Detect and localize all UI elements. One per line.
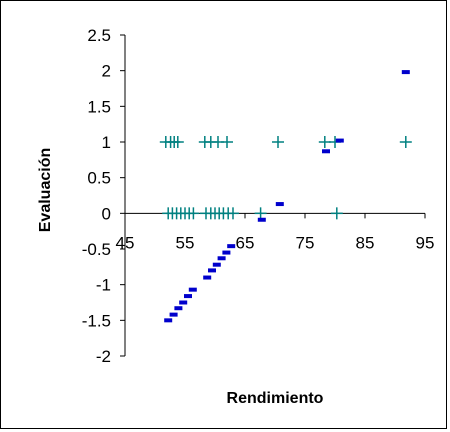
data-point-plus: [272, 136, 284, 148]
y-axis-title: Evaluación: [37, 148, 54, 232]
x-tick-label: 45: [116, 233, 135, 252]
data-point-plus: [318, 136, 331, 148]
y-tick-label: 0: [102, 204, 111, 223]
data-point-dash: [322, 149, 330, 154]
tick-labels: -2 -1.5 -1 -0.5 0 0.5 1 1.5 2 2.5 45 55 65 75 85 95: [82, 26, 435, 366]
x-tick-label: 85: [356, 233, 375, 252]
data-point-dash: [169, 312, 178, 317]
y-tick-label: -0.5: [82, 240, 111, 259]
data-point-dash: [184, 294, 192, 299]
y-tick-label: 1: [102, 133, 111, 152]
data-point-dash: [208, 268, 216, 273]
data-point-dash: [227, 244, 236, 249]
x-tick-label: 65: [236, 233, 255, 252]
data-point-plus: [399, 136, 412, 148]
data-point-dash: [203, 275, 212, 280]
y-tick-label: 1.5: [87, 97, 111, 116]
y-tick-label: 2: [102, 62, 111, 81]
axes: [120, 34, 426, 357]
x-tick-label: 75: [296, 233, 315, 252]
x-tick-label: 95: [416, 233, 435, 252]
data-point-dash: [275, 202, 284, 207]
data-point-dash: [401, 70, 410, 75]
data-point-dash: [217, 256, 226, 261]
data-point-dash: [174, 306, 183, 311]
y-tick-label: -2: [96, 347, 111, 366]
y-tick-label: 2.5: [87, 26, 111, 45]
data-point-dash: [212, 262, 221, 267]
data-point-plus: [171, 136, 184, 148]
data-point-dash: [179, 300, 188, 305]
y-tick-label: 0.5: [87, 169, 111, 188]
data-point-dash: [164, 318, 173, 323]
x-tick-label: 55: [176, 233, 195, 252]
x-axis-title: Rendimiento: [227, 390, 324, 407]
y-tick-label: -1: [96, 276, 111, 295]
data-marks: [159, 70, 412, 323]
data-point-dash: [222, 250, 231, 255]
y-tick-label: -1.5: [82, 311, 111, 330]
data-point-dash: [335, 138, 344, 143]
data-point-plus: [330, 207, 343, 220]
data-point-plus: [221, 136, 233, 148]
data-point-dash: [257, 217, 266, 222]
data-point-dash: [188, 287, 197, 292]
data-point-plus: [254, 207, 267, 220]
data-point-plus: [227, 207, 239, 220]
data-point-plus: [187, 207, 200, 220]
